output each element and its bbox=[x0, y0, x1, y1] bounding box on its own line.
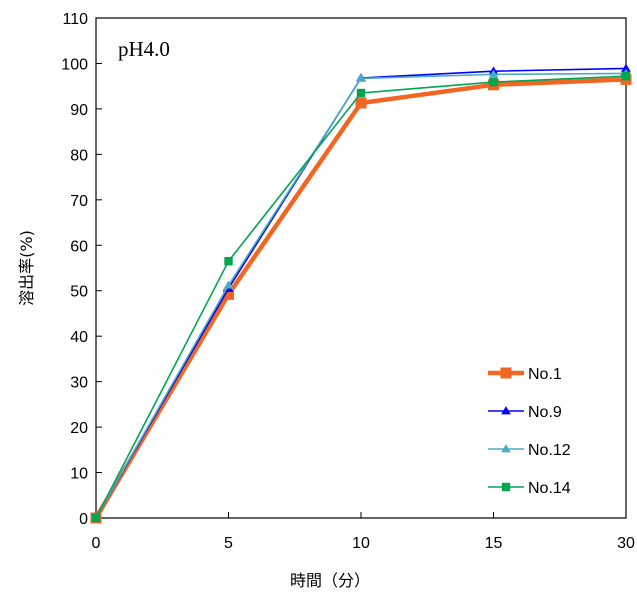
legend-marker-no-12 bbox=[501, 444, 511, 453]
legend-label-no-14: No.14 bbox=[528, 480, 571, 497]
y-tick-label: 100 bbox=[61, 56, 88, 73]
data-point-no-9 bbox=[621, 63, 631, 72]
data-point-no-14 bbox=[224, 256, 233, 266]
x-tick-label: 0 bbox=[92, 535, 101, 552]
series-no-14 bbox=[91, 71, 631, 523]
y-tick-label: 10 bbox=[70, 466, 88, 483]
x-axis-ticks: 0 5 10 15 30 bbox=[92, 512, 635, 552]
series-layer bbox=[90, 63, 632, 524]
legend-label-no-12: No.12 bbox=[528, 442, 571, 459]
y-tick-label: 110 bbox=[62, 11, 88, 28]
legend: No.1 No.9 No.12 No.14 bbox=[488, 366, 571, 497]
y-tick-label: 30 bbox=[70, 375, 88, 392]
x-tick-label: 15 bbox=[485, 535, 503, 552]
x-axis-title: 時間（分） bbox=[290, 571, 370, 590]
data-point-no-12 bbox=[488, 69, 499, 78]
y-tick-label: 50 bbox=[70, 284, 88, 301]
y-tick-label: 70 bbox=[70, 193, 88, 210]
data-point-no-12 bbox=[223, 280, 234, 289]
legend-marker-no-9 bbox=[501, 406, 511, 415]
data-point-no-14 bbox=[356, 88, 366, 98]
y-axis-ticks: 0 10 20 30 40 50 60 70 80 90 100 110 bbox=[61, 11, 102, 528]
data-point-no-14 bbox=[489, 77, 498, 87]
y-axis-title: 溶出率(%) bbox=[17, 230, 36, 306]
x-tick-label: 5 bbox=[224, 535, 233, 552]
ph-annotation: pH4.0 bbox=[118, 37, 170, 61]
y-tick-label: 90 bbox=[70, 102, 88, 119]
y-tick-label: 0 bbox=[79, 511, 88, 528]
legend-label-no-9: No.9 bbox=[528, 404, 562, 421]
y-tick-label: 80 bbox=[70, 147, 88, 164]
legend-marker-no-14 bbox=[501, 482, 511, 492]
x-tick-label: 10 bbox=[352, 535, 370, 552]
x-tick-label: 30 bbox=[617, 535, 635, 552]
data-point-no-1 bbox=[355, 97, 367, 109]
data-point-no-14 bbox=[621, 71, 631, 81]
y-tick-label: 20 bbox=[70, 420, 88, 437]
y-tick-label: 40 bbox=[70, 329, 88, 346]
data-point-no-1 bbox=[223, 288, 234, 300]
data-point-no-12 bbox=[356, 73, 366, 82]
y-tick-label: 60 bbox=[70, 238, 88, 255]
legend-marker-no-1 bbox=[500, 367, 512, 379]
data-point-no-14 bbox=[91, 513, 101, 523]
legend-label-no-1: No.1 bbox=[528, 366, 562, 383]
